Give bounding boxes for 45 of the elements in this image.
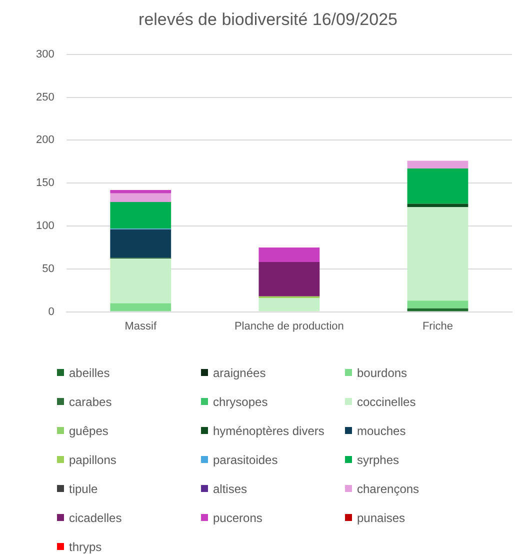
bar	[407, 204, 468, 208]
legend-label: abeilles	[69, 366, 110, 380]
legend-label: coccinelles	[357, 394, 416, 408]
x-tick-label: Massif	[124, 320, 158, 332]
legend-label: thryps	[69, 540, 102, 554]
legend-label: punaises	[357, 510, 406, 524]
y-tick-label: 50	[42, 262, 54, 275]
x-tick-label: Friche	[422, 320, 454, 332]
bar	[110, 202, 172, 229]
legend-label: guêpes	[69, 424, 108, 438]
bar	[258, 298, 320, 312]
legend-label: carabes	[69, 394, 112, 408]
legend-label: syrphes	[357, 452, 400, 466]
bar	[110, 258, 172, 304]
legend-label: araignées	[213, 366, 266, 380]
y-tick-label: 300	[36, 48, 54, 60]
x-tick-label: Planche de production	[234, 320, 344, 332]
bar	[407, 207, 468, 301]
y-tick-label: 250	[36, 91, 54, 104]
bar	[407, 168, 468, 204]
y-tick-label: 100	[36, 220, 54, 232]
chart-title: relevés de biodiversité 16/09/2025	[138, 10, 398, 29]
legend-label: papillons	[69, 452, 116, 466]
bar	[407, 300, 468, 308]
bar	[258, 262, 320, 296]
legend-label: parasitoides	[213, 452, 278, 466]
legend-label: hyménoptères divers	[213, 424, 324, 438]
bar	[407, 160, 468, 169]
legend-label: pucerons	[213, 510, 262, 524]
y-tick-label: 0	[48, 306, 54, 318]
legend-label: charençons	[357, 482, 420, 496]
legend-label: altises	[213, 482, 248, 496]
legend-label: bourdons	[357, 366, 408, 380]
bar	[407, 308, 468, 312]
bar	[110, 303, 172, 312]
legend-label: mouches	[357, 424, 406, 438]
y-tick-label: 200	[36, 134, 54, 146]
legend-label: tipule	[69, 482, 98, 496]
bar	[110, 229, 172, 258]
legend-label: chrysopes	[213, 394, 268, 408]
bar	[110, 193, 172, 202]
legend-label: cicadelles	[69, 510, 122, 524]
bar	[110, 190, 172, 194]
bar	[258, 247, 320, 262]
y-tick-label: 150	[36, 177, 54, 190]
